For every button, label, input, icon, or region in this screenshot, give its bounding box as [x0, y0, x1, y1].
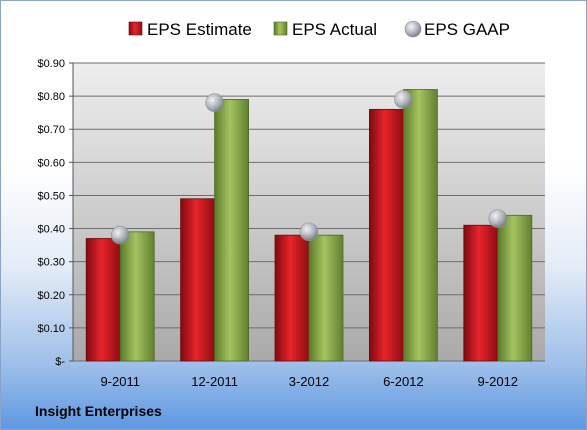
y-tick-label: $0.60 — [37, 157, 65, 169]
y-tick-label: $0.50 — [37, 190, 65, 202]
x-category-label: 9-2012 — [478, 374, 518, 389]
bar-eps-actual — [497, 214, 533, 362]
bars — [85, 89, 533, 362]
marker-eps-gaap — [205, 93, 224, 113]
legend-label: EPS GAAP — [424, 20, 510, 39]
bar-eps-actual — [214, 99, 250, 362]
company-name: Insight Enterprises — [35, 403, 162, 419]
bar-eps-actual — [308, 234, 344, 362]
bar-eps-actual — [119, 231, 155, 362]
marker-eps-gaap — [110, 225, 130, 245]
y-tick-label: $0.80 — [37, 91, 65, 103]
x-category-label: 12-2011 — [191, 374, 238, 389]
bar-eps-estimate — [463, 224, 499, 362]
y-tick-label: $0.30 — [37, 257, 65, 269]
marker-eps-gaap — [394, 90, 413, 109]
y-tick-label: $0.10 — [37, 323, 65, 335]
y-tick-label: $0.40 — [37, 224, 65, 236]
x-axis-categories: 9-2011 12-2011 3-2012 6-2012 9-2012 — [100, 374, 518, 389]
legend-label: EPS Estimate — [147, 20, 252, 39]
legend-swatch-estimate — [128, 21, 143, 36]
bar-eps-actual — [402, 89, 438, 362]
legend-swatch-gaap — [404, 20, 422, 38]
legend: EPS Estimate EPS Actual EPS GAAP — [128, 20, 510, 39]
y-tick-label: $0.20 — [37, 290, 65, 302]
legend-swatch-actual — [273, 21, 288, 36]
marker-eps-gaap — [488, 209, 508, 228]
y-tick-label: $0.70 — [37, 124, 65, 136]
bar-eps-estimate — [368, 108, 404, 362]
y-axis-ticks: $- $0.10 $0.20 $0.30 $0.40 $0.50 $0.60 $0.70 $0.… — [37, 58, 74, 368]
marker-eps-gaap — [299, 222, 319, 242]
legend-label: EPS Actual — [292, 20, 377, 39]
x-category-label: 3-2012 — [289, 374, 329, 389]
y-tick-label: $0.90 — [37, 58, 65, 70]
bar-eps-estimate — [274, 234, 310, 362]
bar-eps-estimate — [85, 238, 121, 362]
x-category-label: 9-2011 — [100, 374, 140, 389]
y-tick-label: $- — [55, 356, 65, 368]
gaap-markers — [110, 90, 508, 245]
bar-eps-estimate — [180, 198, 216, 362]
x-category-label: 6-2012 — [383, 374, 423, 389]
